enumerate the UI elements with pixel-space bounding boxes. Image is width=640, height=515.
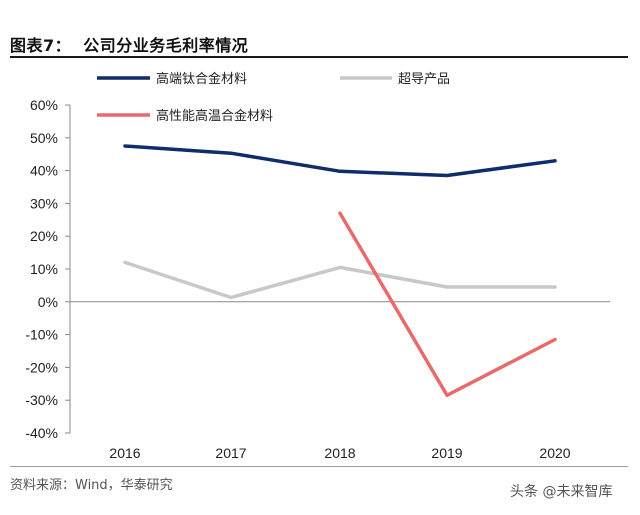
y-tick-label: 20% [30, 228, 58, 244]
legend-label-1: 高端钛合金材料 [156, 71, 247, 87]
y-tick-label: 50% [30, 130, 58, 146]
source-note: 资料来源：Wind，华泰研究 [10, 478, 173, 493]
y-tick-label: -10% [25, 327, 58, 343]
figure-header: 图表7： 公司分业务毛利率情况 [10, 28, 628, 58]
y-tick-label: -30% [25, 392, 58, 408]
x-tick-label: 2019 [431, 445, 462, 461]
series-line-1 [123, 144, 557, 178]
y-tick-label: 40% [30, 163, 58, 179]
watermark: 头条 @未来智库 [510, 481, 612, 501]
figure-title: 图表7： 公司分业务毛利率情况 [10, 36, 249, 55]
x-tick-label: 2017 [215, 445, 246, 461]
legend-label-2: 超导产品 [398, 72, 450, 87]
y-tick-label: -20% [25, 359, 58, 375]
y-tick-label: 10% [30, 261, 58, 277]
y-tick-label: 0% [38, 294, 58, 310]
y-tick-label: -40% [25, 425, 58, 441]
x-tick-label: 2016 [109, 445, 140, 461]
title-divider [10, 56, 628, 58]
source-divider [10, 466, 628, 467]
y-tick-label: 60% [30, 97, 58, 113]
legend-label-3: 高性能高温合金材料 [156, 108, 273, 124]
x-tick-label: 2020 [539, 445, 570, 461]
watermark-text: 头条 @未来智库 [510, 484, 613, 500]
y-tick-label: 30% [30, 195, 58, 211]
x-tick-label: 2018 [324, 445, 355, 461]
series-line-3 [338, 211, 557, 398]
series-line-2 [123, 260, 557, 300]
